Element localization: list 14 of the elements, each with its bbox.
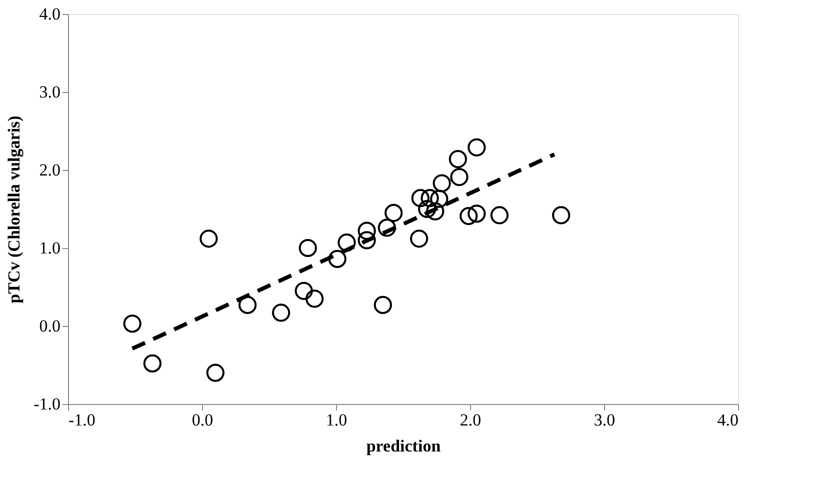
x-axis-title: prediction: [366, 436, 442, 456]
y-tick-label: 3.0: [39, 82, 60, 102]
y-tick-label: 4.0: [39, 4, 60, 24]
x-tick-label: 2.0: [460, 410, 482, 430]
x-tick-label: -1.0: [68, 410, 96, 430]
x-tick-label: 1.0: [326, 410, 348, 430]
y-tick-label: 1.0: [39, 238, 60, 258]
y-tick-label: -1.0: [34, 394, 60, 414]
y-tick-label: 2.0: [39, 160, 60, 180]
x-tick-label: 0.0: [192, 410, 214, 430]
x-tick-label: 3.0: [594, 410, 616, 430]
x-tick-label: 4.0: [717, 410, 738, 430]
y-tick-label: 0.0: [39, 316, 60, 336]
y-axis-title: pTCv (Chlorella vulgaris): [4, 116, 24, 304]
